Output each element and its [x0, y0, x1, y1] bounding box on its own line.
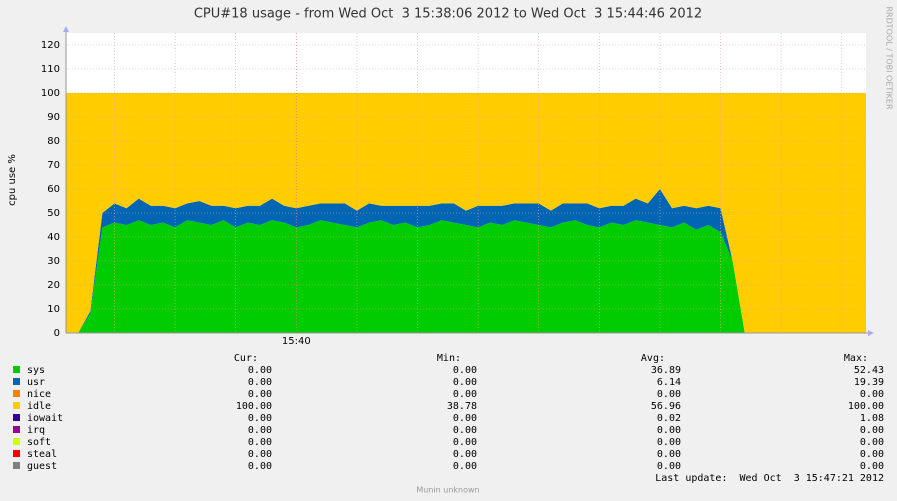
legend-stat: 19.39: [854, 377, 884, 388]
legend-label: nice: [27, 389, 51, 400]
legend-stat: 0.00: [453, 377, 477, 388]
legend-swatch: [13, 450, 20, 457]
y-tick-label: 60: [47, 184, 60, 195]
legend-stat: 0.00: [453, 365, 477, 376]
legend-stat: 100.00: [236, 401, 272, 412]
y-axis-label: cpu use %: [7, 154, 18, 206]
legend-stat: 0.00: [248, 365, 272, 376]
legend-stat: 0.00: [860, 461, 884, 472]
y-tick-label: 70: [47, 160, 60, 171]
legend-stat: 38.78: [447, 401, 477, 412]
legend-stat: 0.00: [248, 425, 272, 436]
y-tick-label: 10: [47, 304, 60, 315]
legend-stat: 0.00: [453, 461, 477, 472]
legend-stat: 0.00: [248, 437, 272, 448]
y-tick-label: 20: [47, 280, 60, 291]
legend: Cur: Min: Avg: Max:sys 0.00 0.00 36.89 52.43usr…: [13, 353, 884, 472]
legend-header: Max:: [844, 353, 868, 364]
legend-stat: 52.43: [854, 365, 884, 376]
legend-header: Min:: [437, 353, 461, 364]
area: [66, 93, 866, 333]
legend-stat: 0.00: [453, 437, 477, 448]
side-text: RRDTOOL / TOBI OETIKER: [885, 6, 894, 109]
y-tick-label: 120: [41, 40, 60, 51]
legend-swatch: [13, 438, 20, 445]
legend-stat: 6.14: [657, 377, 681, 388]
legend-stat: 1.08: [860, 413, 884, 424]
legend-stat: 0.00: [860, 449, 884, 460]
legend-stat: 0.00: [248, 413, 272, 424]
area: [66, 189, 866, 333]
legend-stat: 0.00: [657, 461, 681, 472]
legend-label: iowait: [27, 413, 63, 424]
legend-label: idle: [27, 401, 51, 412]
legend-label: irq: [27, 425, 45, 436]
legend-stat: 36.89: [651, 365, 681, 376]
legend-stat: 0.00: [657, 449, 681, 460]
y-arrow: [63, 26, 69, 32]
y-tick-label: 40: [47, 232, 60, 243]
last-update: Last update: Wed Oct 3 15:47:21 2012: [655, 473, 884, 484]
y-tick-label: 80: [47, 136, 60, 147]
legend-stat: 0.00: [860, 389, 884, 400]
legend-stat: 0.00: [657, 437, 681, 448]
legend-stat: 0.00: [453, 389, 477, 400]
legend-stat: 0.00: [248, 377, 272, 388]
legend-swatch: [13, 402, 20, 409]
grid: [66, 33, 866, 334]
legend-label: sys: [27, 365, 45, 376]
legend-stat: 0.00: [453, 413, 477, 424]
chart-title: CPU#18 usage - from Wed Oct 3 15:38:06 2…: [194, 7, 702, 22]
footer: Munin unknown: [416, 486, 479, 495]
legend-stat: 0.00: [453, 449, 477, 460]
legend-header: Avg:: [641, 353, 665, 364]
x-arrow: [868, 330, 874, 336]
legend-label: steal: [27, 449, 57, 460]
area: [66, 220, 866, 333]
legend-stat: 56.96: [651, 401, 681, 412]
legend-stat: 0.00: [860, 437, 884, 448]
x-tick-label: 15:40: [282, 336, 311, 347]
legend-stat: 100.00: [848, 401, 884, 412]
legend-stat: 0.00: [657, 425, 681, 436]
legend-stat: 0.00: [248, 461, 272, 472]
legend-stat: 0.00: [860, 425, 884, 436]
y-tick-label: 0: [54, 328, 60, 339]
legend-swatch: [13, 390, 20, 397]
legend-label: usr: [27, 377, 45, 388]
y-tick-label: 90: [47, 112, 60, 123]
legend-swatch: [13, 366, 20, 373]
legend-header: Cur:: [234, 353, 258, 364]
y-tick-label: 110: [41, 64, 60, 75]
legend-label: guest: [27, 461, 57, 472]
legend-stat: 0.00: [248, 449, 272, 460]
legend-swatch: [13, 414, 20, 421]
legend-stat: 0.00: [453, 425, 477, 436]
legend-swatch: [13, 426, 20, 433]
legend-stat: 0.02: [657, 413, 681, 424]
areas: [66, 93, 866, 333]
legend-label: soft: [27, 437, 51, 448]
legend-stat: 0.00: [657, 389, 681, 400]
legend-stat: 0.00: [248, 389, 272, 400]
legend-swatch: [13, 378, 20, 385]
y-tick-label: 100: [41, 88, 60, 99]
legend-swatch: [13, 462, 20, 469]
y-tick-label: 30: [47, 256, 60, 267]
y-tick-label: 50: [47, 208, 60, 219]
